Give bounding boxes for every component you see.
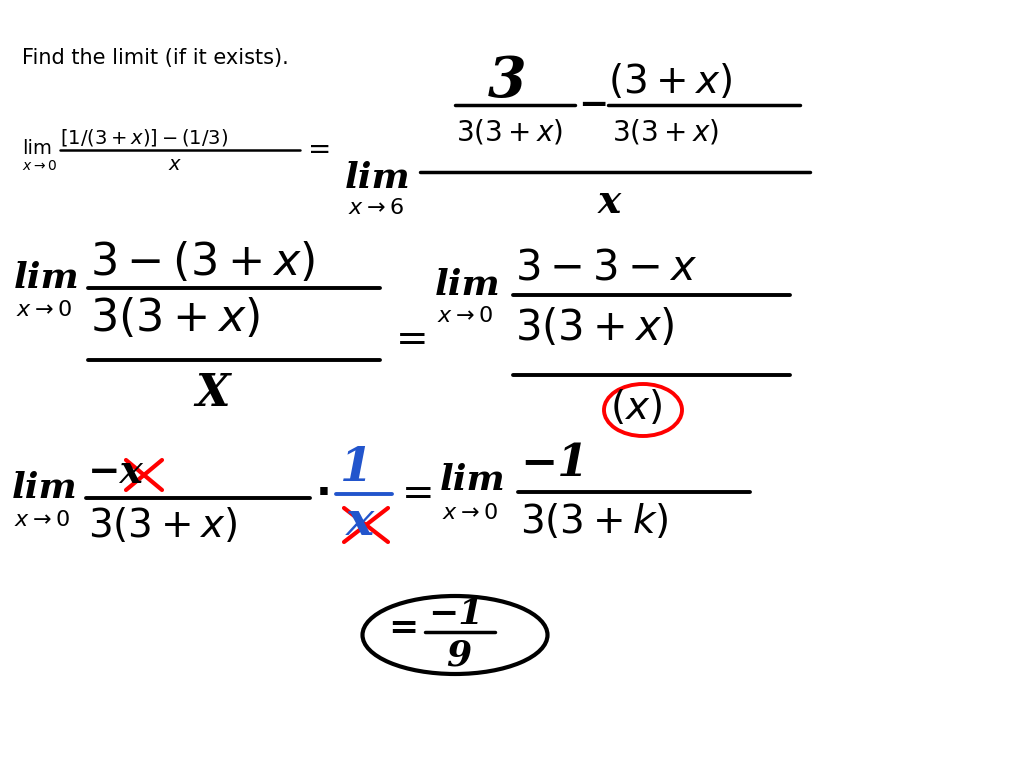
Text: lim: lim — [440, 463, 506, 497]
Text: ·: · — [316, 473, 332, 515]
Text: −1: −1 — [520, 442, 588, 485]
Text: $x{\to}0$: $x{\to}0$ — [437, 306, 493, 326]
Text: $3(3+x)$: $3(3+x)$ — [515, 307, 675, 349]
Text: $x{\to}0$: $x{\to}0$ — [22, 159, 57, 173]
Text: $3-(3+x)$: $3-(3+x)$ — [90, 240, 315, 284]
Text: 1: 1 — [340, 445, 373, 491]
Text: x: x — [598, 183, 622, 221]
Text: x: x — [346, 499, 374, 545]
Text: $x$: $x$ — [168, 155, 182, 174]
Text: $x{\to}0$: $x{\to}0$ — [16, 300, 72, 320]
Text: lim: lim — [12, 471, 78, 505]
Text: lim: lim — [22, 138, 52, 157]
Text: $3(3+x)$: $3(3+x)$ — [90, 296, 260, 340]
Text: lim: lim — [345, 161, 411, 195]
Text: =: = — [396, 321, 429, 359]
Text: $(x)$: $(x)$ — [610, 389, 662, 428]
Text: =: = — [388, 611, 418, 645]
Text: $3(3+x)$: $3(3+x)$ — [456, 118, 563, 147]
Text: 3: 3 — [488, 55, 526, 110]
Text: $3(3+x)$: $3(3+x)$ — [88, 507, 238, 545]
Text: 9: 9 — [446, 638, 471, 672]
Text: $3-3-x$: $3-3-x$ — [515, 247, 697, 289]
Text: $x{\to}6$: $x{\to}6$ — [348, 198, 403, 218]
Text: $(3+x)$: $(3+x)$ — [608, 62, 732, 101]
Text: =: = — [402, 475, 434, 513]
Text: $x{\to}0$: $x{\to}0$ — [14, 510, 70, 530]
Text: $3(3+x)$: $3(3+x)$ — [612, 118, 719, 147]
Text: X: X — [195, 372, 229, 415]
Text: lim: lim — [14, 261, 80, 295]
Text: −: − — [578, 88, 608, 122]
Text: −1: −1 — [428, 597, 483, 631]
Text: lim: lim — [435, 268, 501, 302]
Text: −x: −x — [88, 453, 143, 491]
Text: =: = — [308, 136, 332, 164]
Text: Find the limit (if it exists).: Find the limit (if it exists). — [22, 48, 289, 68]
Text: $3(3+k)$: $3(3+k)$ — [520, 502, 669, 541]
Text: $x{\to}0$: $x{\to}0$ — [442, 503, 498, 523]
Text: $[1/(3 + x)] - (1/3)$: $[1/(3 + x)] - (1/3)$ — [60, 127, 228, 148]
